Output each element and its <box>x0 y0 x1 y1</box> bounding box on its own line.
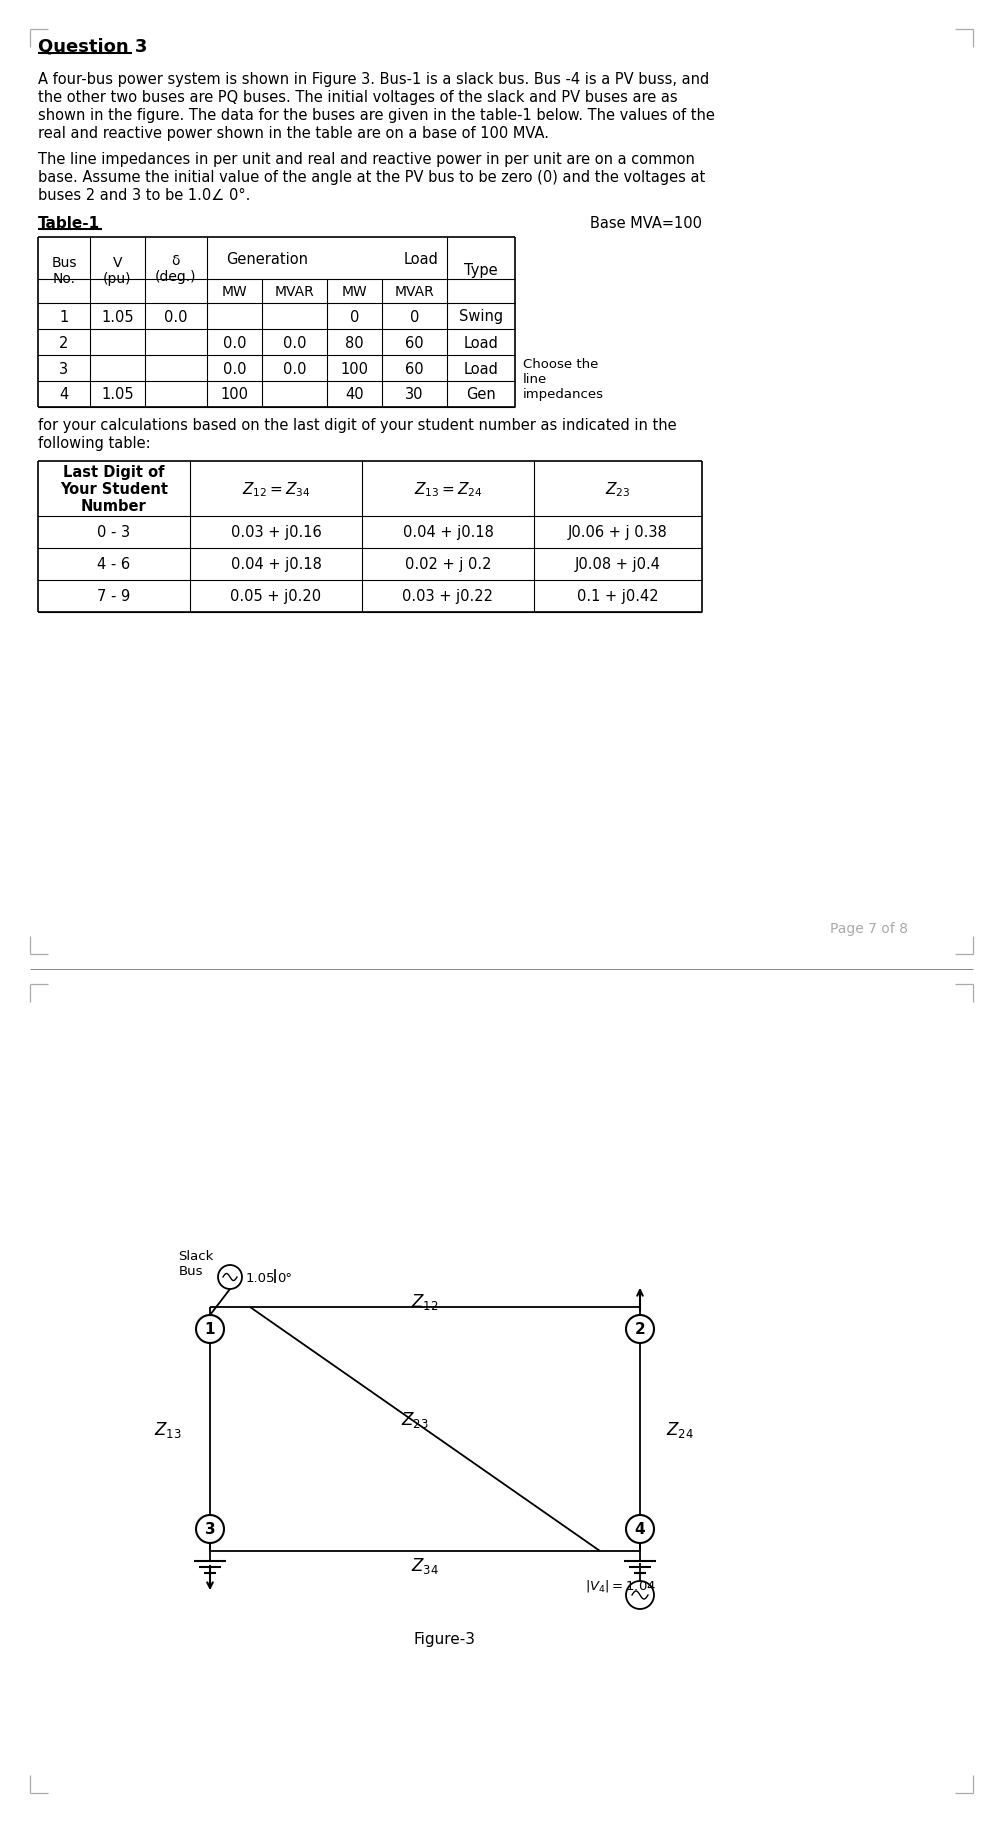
Text: 4: 4 <box>59 386 68 403</box>
Text: Bus
No.: Bus No. <box>51 255 77 286</box>
Text: 80: 80 <box>345 335 364 350</box>
Text: 4 - 6: 4 - 6 <box>97 558 130 572</box>
Text: Generation: Generation <box>225 252 308 266</box>
Text: δ
(deg.): δ (deg.) <box>155 253 196 284</box>
Text: Last Digit of
Your Student
Number: Last Digit of Your Student Number <box>60 465 167 514</box>
Text: real and reactive power shown in the table are on a base of 100 MVA.: real and reactive power shown in the tab… <box>38 126 548 140</box>
Text: 0: 0 <box>410 310 419 324</box>
Text: $Z_{34}$: $Z_{34}$ <box>411 1555 439 1575</box>
Text: 1.05: 1.05 <box>101 310 133 324</box>
Text: MW: MW <box>342 284 367 299</box>
Text: $Z_{23}$: $Z_{23}$ <box>401 1409 429 1429</box>
Text: 40: 40 <box>345 386 364 403</box>
Text: $Z_{12}$: $Z_{12}$ <box>411 1291 438 1311</box>
Text: Figure-3: Figure-3 <box>414 1632 476 1646</box>
Text: 0°: 0° <box>277 1271 292 1283</box>
Text: Load: Load <box>403 252 438 266</box>
Text: 60: 60 <box>405 335 424 350</box>
Text: 1.05: 1.05 <box>245 1271 276 1283</box>
Text: Page 7 of 8: Page 7 of 8 <box>830 921 907 935</box>
Text: V
(pu): V (pu) <box>103 255 131 286</box>
Text: 0: 0 <box>350 310 359 324</box>
Text: 0 - 3: 0 - 3 <box>97 525 130 540</box>
Text: 7 - 9: 7 - 9 <box>97 589 130 603</box>
Text: Load: Load <box>463 361 498 376</box>
Text: 2: 2 <box>59 335 68 350</box>
Text: 1: 1 <box>204 1322 215 1336</box>
Text: the other two buses are PQ buses. The initial voltages of the slack and PV buses: the other two buses are PQ buses. The in… <box>38 89 677 106</box>
Text: 0.04 + j0.18: 0.04 + j0.18 <box>230 558 321 572</box>
Text: 0.1 + j0.42: 0.1 + j0.42 <box>576 589 658 603</box>
Text: Gen: Gen <box>466 386 495 403</box>
Text: 0.0: 0.0 <box>283 335 306 350</box>
Text: MVAR: MVAR <box>394 284 434 299</box>
Text: 0.0: 0.0 <box>283 361 306 376</box>
Text: MW: MW <box>221 284 247 299</box>
Text: $Z_{23}$: $Z_{23}$ <box>604 479 630 498</box>
Text: A four-bus power system is shown in Figure 3. Bus-1 is a slack bus. Bus -4 is a : A four-bus power system is shown in Figu… <box>38 71 708 88</box>
Text: $Z_{13}$: $Z_{13}$ <box>154 1420 181 1438</box>
Text: Base MVA=100: Base MVA=100 <box>589 215 701 232</box>
Text: Load: Load <box>463 335 498 350</box>
Text: 60: 60 <box>405 361 424 376</box>
Text: 0.03 + j0.22: 0.03 + j0.22 <box>402 589 493 603</box>
Text: 0.0: 0.0 <box>222 335 246 350</box>
Text: shown in the figure. The data for the buses are given in the table-1 below. The : shown in the figure. The data for the bu… <box>38 108 714 122</box>
Text: following table:: following table: <box>38 436 150 450</box>
Text: 0.0: 0.0 <box>164 310 187 324</box>
Text: 0.04 + j0.18: 0.04 + j0.18 <box>402 525 493 540</box>
Text: 1: 1 <box>59 310 68 324</box>
Text: 0.02 + j 0.2: 0.02 + j 0.2 <box>405 558 491 572</box>
Text: 100: 100 <box>340 361 368 376</box>
Text: Question 3: Question 3 <box>38 38 147 57</box>
Text: Choose the
line
impedances: Choose the line impedances <box>522 357 603 401</box>
Text: 4: 4 <box>634 1522 644 1537</box>
Text: Table-1: Table-1 <box>38 215 100 232</box>
Text: 3: 3 <box>59 361 68 376</box>
Text: Swing: Swing <box>459 310 503 324</box>
Text: 2: 2 <box>634 1322 644 1336</box>
Text: $|V_4|=1.04$: $|V_4|=1.04$ <box>584 1577 655 1593</box>
Text: $Z_{12} = Z_{34}$: $Z_{12} = Z_{34}$ <box>241 479 311 498</box>
Text: 100: 100 <box>220 386 248 403</box>
Text: $Z_{24}$: $Z_{24}$ <box>665 1420 693 1438</box>
Text: 0.03 + j0.16: 0.03 + j0.16 <box>230 525 321 540</box>
Text: buses 2 and 3 to be 1.0∠ 0°.: buses 2 and 3 to be 1.0∠ 0°. <box>38 188 250 202</box>
Text: 0.0: 0.0 <box>222 361 246 376</box>
Text: MVAR: MVAR <box>275 284 314 299</box>
Text: $Z_{13} = Z_{24}$: $Z_{13} = Z_{24}$ <box>413 479 482 498</box>
Text: 0.05 + j0.20: 0.05 + j0.20 <box>230 589 322 603</box>
Text: 1.05: 1.05 <box>101 386 133 403</box>
Text: 3: 3 <box>204 1522 215 1537</box>
Text: for your calculations based on the last digit of your student number as indicate: for your calculations based on the last … <box>38 417 676 432</box>
Text: J0.06 + j 0.38: J0.06 + j 0.38 <box>567 525 667 540</box>
Text: 30: 30 <box>405 386 423 403</box>
Text: The line impedances in per unit and real and reactive power in per unit are on a: The line impedances in per unit and real… <box>38 151 694 168</box>
Text: Slack
Bus: Slack Bus <box>178 1249 213 1278</box>
Text: base. Assume the initial value of the angle at the PV bus to be zero (0) and the: base. Assume the initial value of the an… <box>38 170 704 184</box>
Text: J0.08 + j0.4: J0.08 + j0.4 <box>574 558 660 572</box>
Text: Type: Type <box>464 263 497 279</box>
